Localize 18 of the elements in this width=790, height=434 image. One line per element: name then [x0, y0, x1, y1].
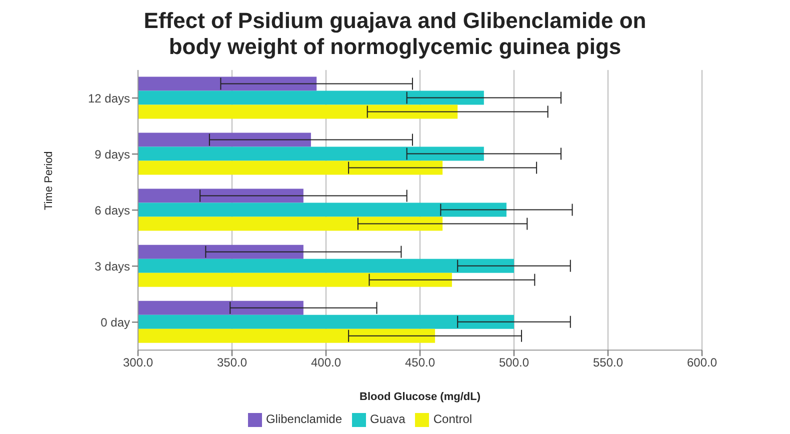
y-tick-label: 12 days	[88, 91, 130, 106]
y-tick-label: 3 days	[94, 259, 130, 274]
legend-label: Guava	[370, 412, 406, 426]
legend-label: Control	[433, 412, 472, 426]
x-tick-label: 400.0	[310, 356, 342, 370]
legend-label: Glibenclamide	[266, 412, 342, 426]
x-tick-label: 550.0	[592, 356, 624, 370]
x-tick-label: 450.0	[404, 356, 436, 370]
y-tick-label: 6 days	[94, 203, 130, 218]
chart-title: Effect of Psidium guajava and Glibenclamide on body weight of normoglycemic guinea pigs	[142, 8, 648, 60]
x-tick-label: 300.0	[122, 356, 154, 370]
y-tick-label: 9 days	[94, 147, 130, 162]
y-tick-label: 0 day	[100, 315, 130, 330]
x-tick-label: 600.0	[686, 356, 718, 370]
x-tick-label: 500.0	[498, 356, 530, 370]
x-axis-title: Blood Glucose (mg/dL)	[360, 391, 481, 404]
x-tick-label: 350.0	[216, 356, 248, 370]
y-axis-title: Time Period	[42, 151, 55, 210]
